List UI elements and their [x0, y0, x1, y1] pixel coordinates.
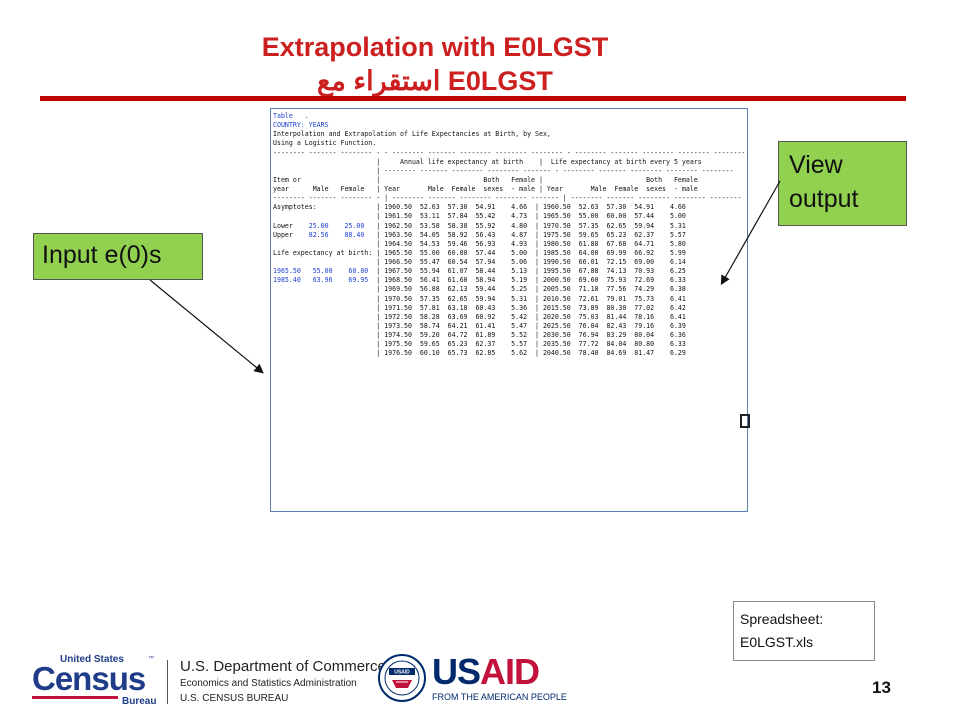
spreadsheet-output-screenshot: Table . COUNTRY: YEARS Interpolation and… — [270, 108, 748, 512]
sheet-line: Table . — [273, 112, 309, 120]
sheet-line: 1965.50 55.00 60.00 | 1967.50 55.94 61.0… — [273, 267, 686, 276]
usaid-seal-icon: USAID — [378, 654, 426, 702]
spreadsheet-note: Spreadsheet: E0LGST.xls — [733, 601, 875, 661]
slide-title: Extrapolation with E0LGST — [261, 32, 609, 62]
title-rule — [40, 96, 906, 101]
seal-label: USAID — [394, 670, 410, 676]
sheet-line: | 1964.50 54.53 59.46 56.93 4.93 | 1980.… — [273, 239, 686, 248]
usaid-us: US — [432, 651, 481, 692]
sheet-line: | 1961.50 53.11 57.84 55.42 4.73 | 1965.… — [273, 212, 686, 221]
sheet-line: | 1973.50 58.74 64.21 61.41 5.47 | 2025.… — [273, 321, 686, 330]
sheet-line: | 1974.50 59.20 64.72 61.89 5.52 | 2030.… — [273, 331, 686, 339]
footer: United States ™ Census Bureau U.S. Depar… — [0, 648, 960, 720]
usaid-tagline: FROM THE AMERICAN PEOPLE — [432, 692, 567, 702]
usaid-aid: AID — [480, 651, 540, 692]
spreadsheet-table: Table . COUNTRY: YEARS Interpolation and… — [271, 109, 747, 358]
sheet-line: Item or | Both Female | Both Female — [273, 175, 698, 184]
sheet-line: | 1972.50 58.28 63.69 60.92 5.42 | 2020.… — [273, 312, 686, 321]
sheet-line: | 1971.50 57.81 63.18 60.43 5.36 | 2015.… — [273, 303, 686, 312]
sheet-line: | 1966.50 55.47 60.54 57.94 5.06 | 1990.… — [273, 258, 686, 266]
sheet-line: Using a Logistic Function. — [273, 139, 377, 148]
sheet-line: Asymptotes: | 1960.50 52.63 57.30 54.91 … — [273, 203, 686, 212]
input-arrow — [149, 279, 264, 374]
spreadsheet-note-file: E0LGST.xls — [740, 634, 814, 650]
usaid-logo: USAID FROM THE AMERICAN PEOPLE — [432, 654, 567, 703]
footer-divider — [167, 660, 168, 704]
sheet-line: year Male Female | Year Male Female sexe… — [273, 185, 698, 193]
sheet-line: COUNTRY: YEARS — [273, 121, 329, 130]
sheet-line: | 1969.50 56.88 62.13 59.44 5.25 | 2005.… — [273, 285, 686, 294]
sheet-line: | 1976.50 60.10 65.73 62.85 5.62 | 2040.… — [273, 349, 686, 358]
view-output-callout: View output — [778, 141, 907, 226]
census-bureau-text: Bureau — [122, 696, 156, 707]
sheet-line: Lower 25.00 25.00 | 1962.50 53.58 58.38 … — [273, 221, 686, 230]
input-callout: Input e(0)s — [33, 233, 203, 280]
census-main-text: Census — [32, 660, 145, 697]
sheet-line: Upper 82.56 88.40 | 1963.50 54.05 58.92 … — [273, 230, 686, 239]
sheet-line: -------- ------- -------- - | -------- -… — [273, 194, 742, 203]
sheet-line: | 1975.50 59.65 65.23 62.37 5.57 | 2035.… — [273, 340, 686, 349]
page-number: 13 — [872, 678, 891, 697]
sheet-line: | 1970.50 57.35 62.65 59.94 5.31 | 2010.… — [273, 294, 686, 303]
department-bureau: U.S. CENSUS BUREAU — [180, 693, 289, 704]
usaid-wordmark: USAID — [432, 654, 567, 690]
census-top-text: United States — [60, 654, 124, 665]
department-subagency: Economics and Statistics Administration — [180, 678, 357, 689]
sheet-line: Life expectancy at birth: | 1965.50 55.0… — [273, 248, 686, 257]
sheet-line: Interpolation and Extrapolation of Life … — [273, 130, 551, 139]
census-bureau-logo: United States ™ Census Bureau — [32, 654, 156, 707]
spreadsheet-note-label: Spreadsheet: — [740, 611, 824, 627]
department-text: U.S. Department of Commerce Economics an… — [180, 658, 386, 706]
slide-title-arabic: استقراء مع E0LGST — [317, 66, 553, 96]
sheet-line: -------- ------- -------- - - -------- -… — [273, 148, 746, 157]
department-name: U.S. Department of Commerce — [180, 658, 386, 675]
view-output-line2: output — [789, 185, 859, 213]
census-tm: ™ — [148, 655, 154, 662]
sheet-line: | -------- ------- -------- -------- ---… — [273, 166, 734, 175]
view-output-line1: View — [789, 151, 843, 179]
cursor-box — [740, 414, 750, 428]
sheet-line: | Annual life expectancy at birth | Life… — [273, 157, 702, 166]
sheet-line: 1985.40 63.96 69.95 | 1968.50 56.41 61.6… — [273, 276, 686, 285]
